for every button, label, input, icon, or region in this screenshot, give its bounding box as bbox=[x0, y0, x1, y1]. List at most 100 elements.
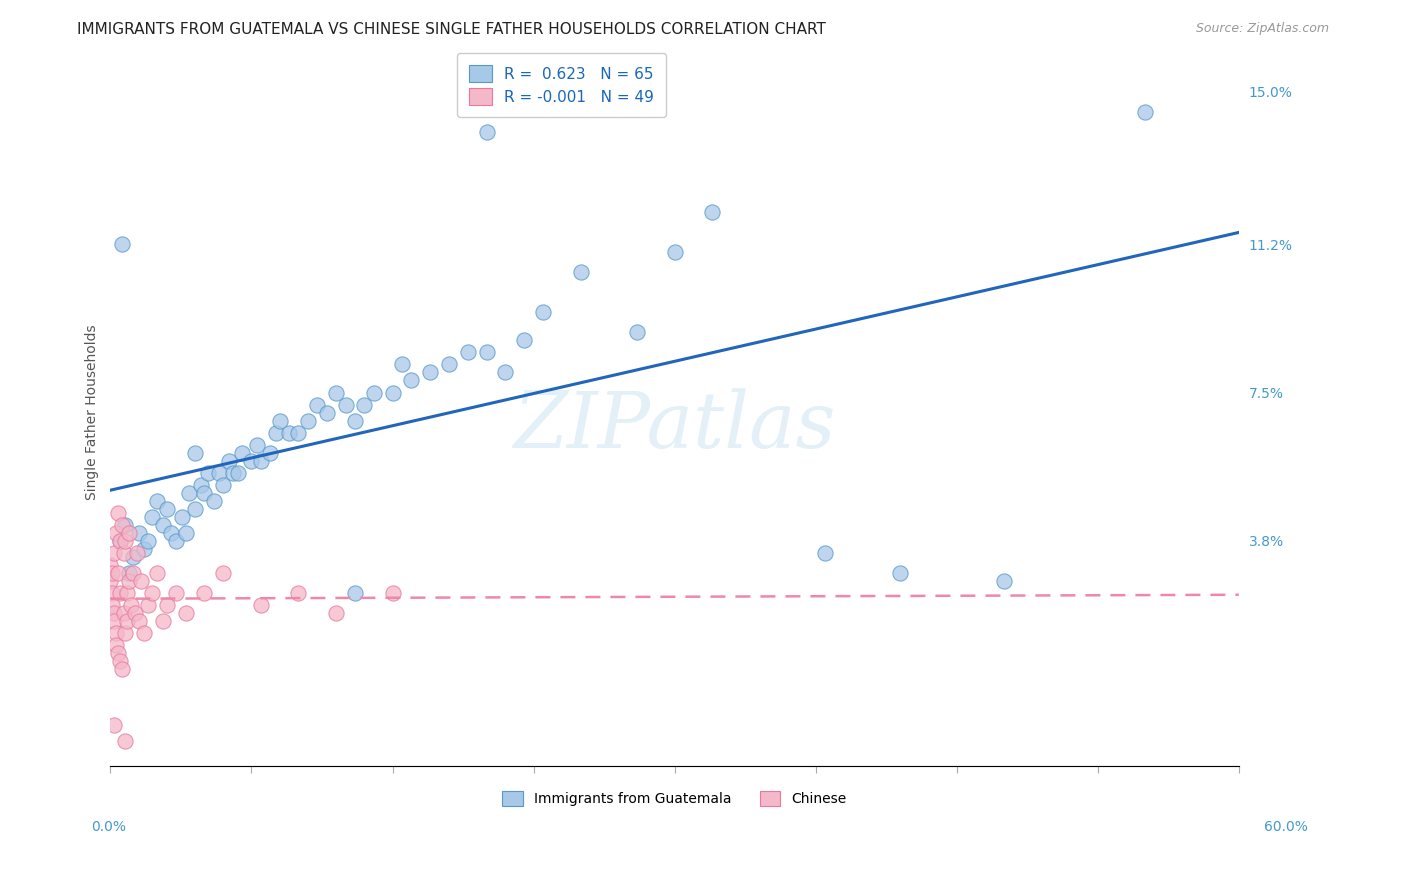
Point bbox=[889, 566, 911, 580]
Point bbox=[118, 574, 141, 588]
Point bbox=[112, 546, 135, 560]
Point bbox=[218, 453, 240, 467]
Point bbox=[129, 574, 152, 588]
Text: IMMIGRANTS FROM GUATEMALA VS CHINESE SINGLE FATHER HOUSEHOLDS CORRELATION CHART: IMMIGRANTS FROM GUATEMALA VS CHINESE SIN… bbox=[77, 22, 827, 37]
Point bbox=[108, 533, 131, 548]
Point bbox=[101, 586, 124, 600]
Legend: Immigrants from Guatemala, Chinese: Immigrants from Guatemala, Chinese bbox=[496, 785, 852, 812]
Y-axis label: Single Father Households: Single Father Households bbox=[86, 325, 100, 500]
Point bbox=[297, 414, 319, 428]
Point bbox=[626, 326, 648, 340]
Point bbox=[101, 598, 124, 612]
Point bbox=[391, 358, 413, 372]
Point bbox=[103, 606, 125, 620]
Point bbox=[664, 245, 686, 260]
Point bbox=[287, 586, 309, 600]
Point bbox=[165, 586, 187, 600]
Point bbox=[105, 638, 128, 652]
Point bbox=[107, 566, 129, 580]
Point bbox=[107, 506, 129, 520]
Point bbox=[152, 614, 174, 628]
Point bbox=[100, 574, 122, 588]
Text: 0.0%: 0.0% bbox=[91, 820, 127, 834]
Point bbox=[103, 614, 125, 628]
Point bbox=[111, 237, 134, 252]
Point bbox=[111, 662, 134, 676]
Point bbox=[184, 501, 207, 516]
Point bbox=[174, 606, 197, 620]
Point bbox=[114, 734, 136, 748]
Point bbox=[190, 477, 212, 491]
Point bbox=[152, 517, 174, 532]
Point bbox=[193, 586, 215, 600]
Point bbox=[325, 385, 347, 400]
Point bbox=[124, 606, 146, 620]
Point bbox=[315, 406, 337, 420]
Point bbox=[112, 606, 135, 620]
Point bbox=[246, 437, 269, 451]
Point bbox=[100, 558, 122, 572]
Point bbox=[287, 425, 309, 440]
Point bbox=[108, 586, 131, 600]
Point bbox=[114, 533, 136, 548]
Point bbox=[118, 525, 141, 540]
Point bbox=[159, 525, 181, 540]
Point bbox=[193, 485, 215, 500]
Point bbox=[569, 265, 592, 279]
Point bbox=[202, 493, 225, 508]
Text: ZIPatlas: ZIPatlas bbox=[513, 389, 835, 465]
Text: Source: ZipAtlas.com: Source: ZipAtlas.com bbox=[1195, 22, 1329, 36]
Point bbox=[381, 586, 404, 600]
Point bbox=[457, 345, 479, 359]
Point bbox=[381, 385, 404, 400]
Point bbox=[174, 525, 197, 540]
Point bbox=[264, 425, 287, 440]
Point bbox=[156, 598, 179, 612]
Point bbox=[122, 549, 145, 564]
Point bbox=[101, 566, 124, 580]
Point bbox=[122, 566, 145, 580]
Point bbox=[107, 646, 129, 660]
Point bbox=[212, 477, 235, 491]
Point bbox=[307, 398, 329, 412]
Point bbox=[513, 334, 536, 348]
Point bbox=[103, 718, 125, 732]
Point bbox=[146, 566, 169, 580]
Point bbox=[475, 345, 498, 359]
Point bbox=[141, 586, 163, 600]
Point bbox=[240, 453, 263, 467]
Point bbox=[702, 205, 724, 219]
Point bbox=[134, 541, 156, 556]
Point bbox=[993, 574, 1015, 588]
Point bbox=[134, 626, 156, 640]
Point bbox=[184, 445, 207, 459]
Point bbox=[250, 598, 273, 612]
Point bbox=[156, 501, 179, 516]
Point bbox=[208, 466, 231, 480]
Point bbox=[401, 374, 423, 388]
Point bbox=[343, 586, 366, 600]
Point bbox=[814, 546, 837, 560]
Point bbox=[128, 614, 150, 628]
Point bbox=[179, 485, 201, 500]
Point bbox=[128, 525, 150, 540]
Point bbox=[231, 445, 253, 459]
Point bbox=[212, 566, 235, 580]
Point bbox=[343, 414, 366, 428]
Point bbox=[250, 453, 273, 467]
Point bbox=[221, 466, 243, 480]
Point bbox=[269, 414, 291, 428]
Point bbox=[117, 586, 139, 600]
Point bbox=[103, 546, 125, 560]
Point bbox=[259, 445, 281, 459]
Point bbox=[117, 614, 139, 628]
Point bbox=[335, 398, 357, 412]
Point bbox=[114, 517, 136, 532]
Text: 60.0%: 60.0% bbox=[1264, 820, 1308, 834]
Point bbox=[197, 466, 219, 480]
Point bbox=[531, 305, 554, 319]
Point bbox=[437, 358, 460, 372]
Point bbox=[118, 566, 141, 580]
Point bbox=[114, 626, 136, 640]
Point bbox=[363, 385, 385, 400]
